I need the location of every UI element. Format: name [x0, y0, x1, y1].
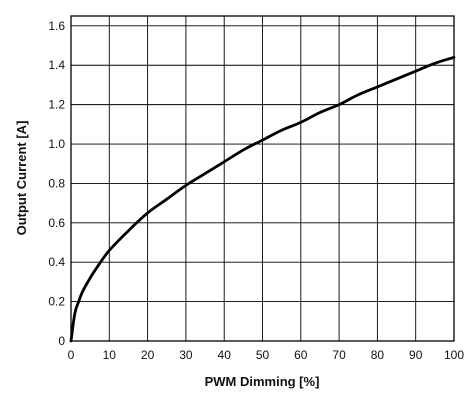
x-tick-label: 50	[256, 348, 270, 362]
x-tick-label: 40	[218, 348, 232, 362]
x-tick-label: 90	[409, 348, 423, 362]
x-tick-label: 20	[141, 348, 155, 362]
y-tick-label: 0	[58, 334, 65, 348]
series-layer	[69, 55, 456, 343]
series-line	[69, 55, 456, 343]
x-tick-label: 100	[444, 348, 464, 362]
x-axis-ticks: 0 10 20 30 40 50 60 70 80 90 100	[68, 348, 465, 362]
y-axis-ticks: 0 0.2 0.4 0.6 0.8 1.0 1.2 1.4 1.6	[48, 19, 65, 348]
y-tick-label: 1.4	[48, 58, 65, 72]
x-tick-label: 70	[332, 348, 346, 362]
plot-frame	[70, 15, 455, 342]
y-tick-label: 1.6	[48, 19, 65, 33]
x-axis-label: PWM Dimming [%]	[205, 374, 320, 389]
x-tick-label: 60	[294, 348, 308, 362]
x-tick-label: 0	[68, 348, 75, 362]
y-axis-label: Output Current [A]	[14, 121, 29, 236]
y-tick-label: 0.4	[48, 255, 65, 269]
x-tick-label: 80	[371, 348, 385, 362]
y-tick-label: 0.2	[48, 295, 65, 309]
grid	[71, 16, 454, 341]
y-tick-label: 0.6	[48, 216, 65, 230]
y-tick-label: 0.8	[48, 176, 65, 190]
x-tick-label: 10	[103, 348, 117, 362]
y-tick-label: 1.2	[48, 98, 65, 112]
x-tick-label: 30	[179, 348, 193, 362]
y-tick-label: 1.0	[48, 137, 65, 151]
